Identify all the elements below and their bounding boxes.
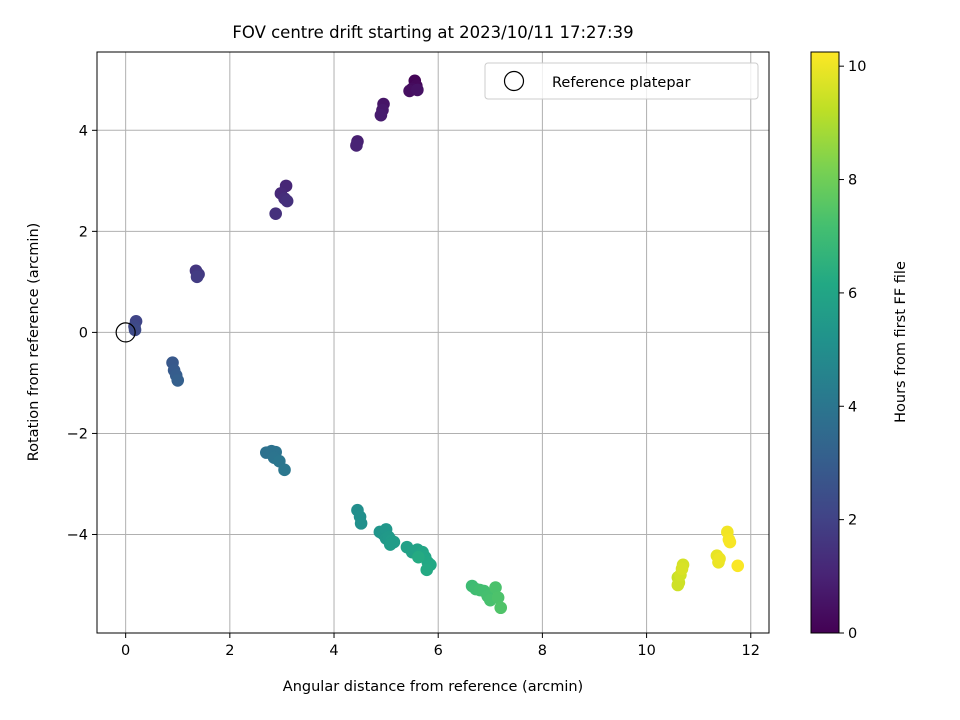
legend-box: [484, 62, 759, 100]
data-point: [383, 538, 397, 551]
colorbar-tick-label: 6: [848, 286, 857, 302]
x-tick-label: 8: [538, 643, 547, 659]
data-point: [190, 270, 204, 284]
data-point: [411, 83, 424, 97]
data-point: [489, 581, 502, 594]
plot-frame: [96, 51, 770, 634]
y-tick-label: −4: [67, 527, 88, 543]
data-point: [171, 374, 185, 387]
chart-title: FOV centre drift starting at 2023/10/11 …: [232, 23, 633, 42]
plot-area: [96, 51, 770, 634]
x-tick-label: 10: [637, 643, 655, 659]
data-point: [374, 108, 388, 122]
data-point: [723, 535, 737, 549]
colorbar-tick-label: 0: [848, 626, 857, 642]
legend-label: Reference platepar: [552, 75, 690, 91]
colorbar-tick-label: 10: [848, 59, 866, 75]
reference-platepar-point: [115, 322, 136, 343]
colorbar-gradient: [810, 51, 840, 634]
data-point: [420, 563, 434, 577]
y-axis-ticks: −4 −2 0 2 4: [67, 123, 97, 543]
data-points: [128, 74, 745, 615]
data-point: [494, 601, 508, 615]
data-point: [675, 562, 689, 576]
x-axis-label: Angular distance from reference (arcmin): [283, 679, 583, 695]
data-point: [713, 552, 726, 566]
x-tick-label: 4: [329, 643, 338, 659]
y-tick-label: 2: [79, 224, 88, 240]
data-point: [269, 207, 282, 220]
legend: Reference platepar: [484, 62, 759, 100]
data-point: [280, 194, 294, 208]
colorbar-label: Hours from first FF file: [893, 261, 909, 423]
grid: [97, 52, 769, 633]
colorbar: 0 2 4 6 8 10 Hours from first FF file: [810, 51, 909, 642]
reference-marker: [115, 322, 136, 343]
y-tick-label: 0: [79, 325, 88, 341]
legend-marker-open-circle: [503, 70, 525, 92]
x-tick-label: 12: [742, 643, 760, 659]
data-point: [354, 517, 368, 530]
x-axis-ticks: 0 2 4 6 8 10 12: [121, 633, 760, 659]
x-tick-label: 6: [434, 643, 443, 659]
data-point: [491, 591, 505, 604]
data-point: [278, 463, 291, 477]
x-tick-label: 2: [225, 643, 234, 659]
y-tick-label: 4: [79, 123, 88, 139]
data-point: [350, 139, 363, 152]
data-point: [671, 578, 685, 592]
colorbar-tick-label: 2: [848, 513, 857, 529]
y-axis-label: Rotation from reference (arcmin): [26, 223, 42, 462]
colorbar-tick-label: 4: [848, 399, 857, 415]
x-tick-label: 0: [121, 643, 130, 659]
colorbar-tick-label: 8: [848, 173, 857, 189]
data-point: [412, 550, 425, 564]
y-tick-label: −2: [67, 426, 88, 442]
data-point: [731, 559, 745, 573]
colorbar-ticks: 0 2 4 6 8 10: [839, 59, 866, 642]
